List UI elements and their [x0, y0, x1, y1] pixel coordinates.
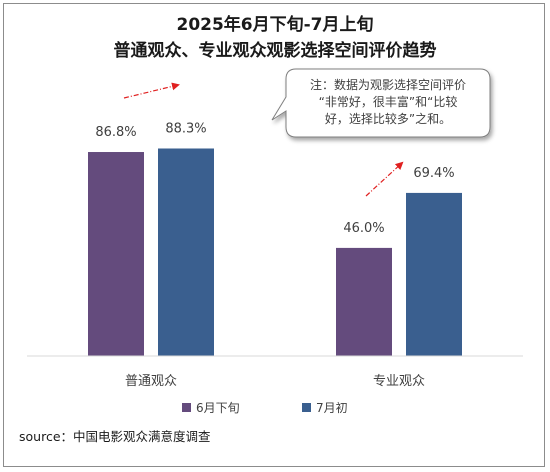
bar-series-2-category-1: [158, 148, 214, 356]
value-labels-layer: 86.8% 88.3% 46.0% 69.4%: [95, 121, 454, 235]
legend: 6月下旬 7月初: [182, 401, 348, 415]
annotation-callout: 注：数据为观影选择空间评价 “非常好，很丰富”和“比较 好，选择比较多”之和。: [271, 68, 491, 138]
data-label-series-2-category-1: 88.3%: [165, 121, 206, 136]
annotation-line-3: 好，选择比较多”之和。: [325, 111, 451, 126]
chart-subtitle: 普通观众、专业观众观影选择空间评价趋势: [114, 40, 437, 61]
category-label-1: 普通观众: [125, 374, 177, 389]
annotation-line-2: “非常好，很丰富”和“比较: [319, 94, 458, 109]
source-note: source：中国电影观众满意度调查: [19, 429, 211, 444]
data-label-series-1-category-1: 86.8%: [95, 125, 136, 140]
data-label-series-1-category-2: 46.0%: [343, 221, 384, 236]
bar-series-2-category-2: [406, 192, 462, 356]
legend-label-series-2: 7月初: [316, 401, 348, 415]
category-labels-layer: 普通观众 专业观众: [125, 374, 425, 389]
annotation-bubble: [271, 68, 491, 138]
trend-arrow-group-1: [123, 82, 180, 99]
legend-label-series-1: 6月下旬: [196, 401, 240, 415]
data-label-series-2-category-2: 69.4%: [413, 166, 454, 181]
bars-layer: [88, 148, 462, 356]
trend-arrow-group-2: [365, 161, 404, 197]
bar-series-1-category-1: [88, 152, 144, 356]
annotation-line-1: 注：数据为观影选择空间评价: [310, 77, 466, 92]
chart-title: 2025年6月下旬-7月上旬: [176, 14, 373, 35]
category-label-2: 专业观众: [373, 374, 425, 389]
bar-series-1-category-2: [336, 247, 392, 356]
legend-swatch-series-1: [182, 403, 191, 412]
legend-swatch-series-2: [302, 403, 311, 412]
